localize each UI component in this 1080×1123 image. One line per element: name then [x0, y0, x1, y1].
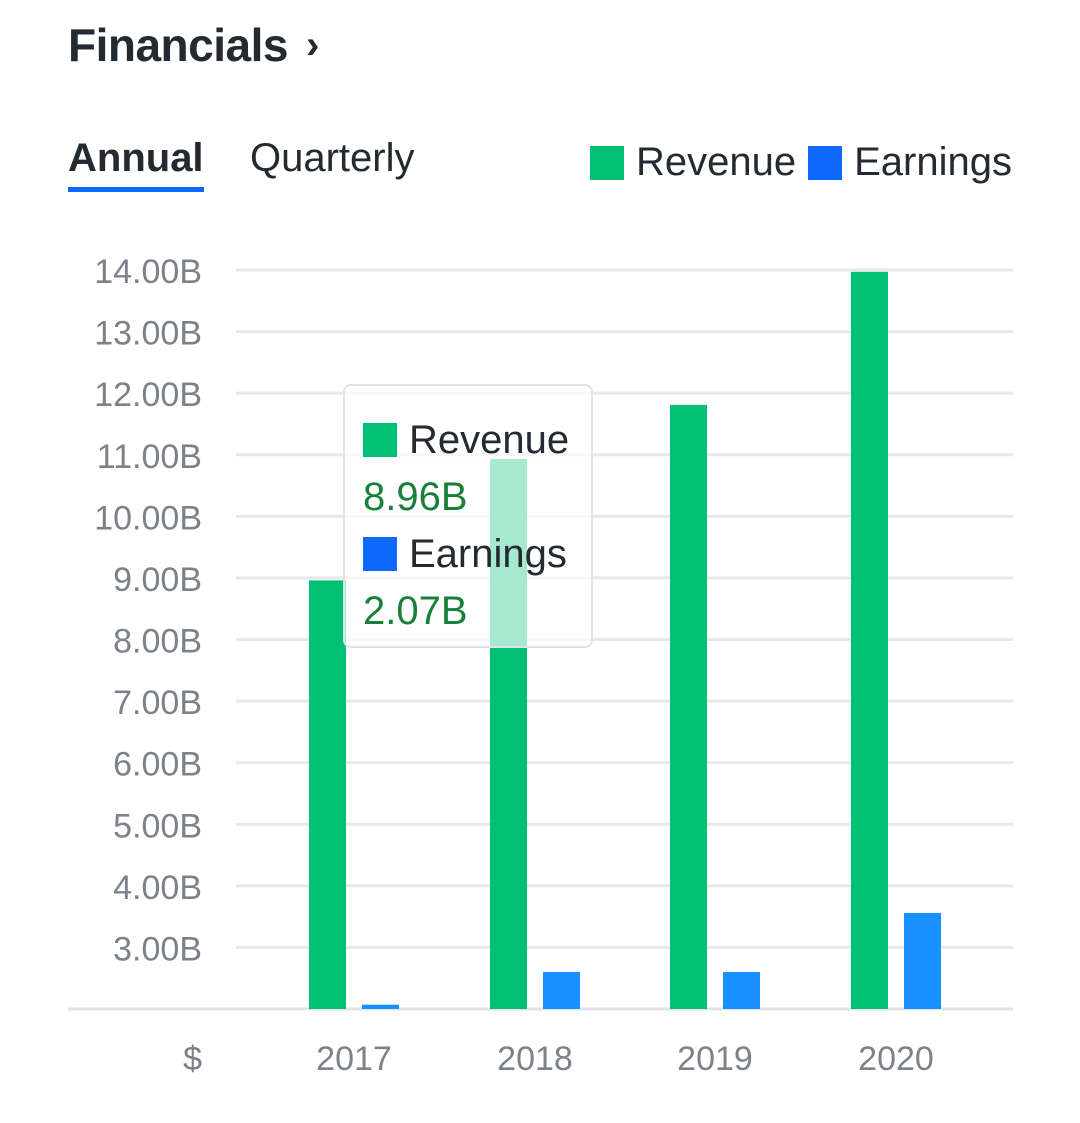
chart-legend: Revenue Earnings: [578, 140, 1012, 185]
bar-revenue-2019[interactable]: [670, 404, 707, 1009]
legend-earnings[interactable]: Earnings: [808, 140, 1012, 185]
currency-label: $: [183, 1040, 202, 1078]
y-tick-label: 8.00B: [113, 623, 202, 661]
bar-revenue-2017[interactable]: [309, 580, 346, 1009]
y-tick-label: 13.00B: [94, 315, 202, 353]
legend-label: Revenue: [636, 140, 797, 184]
bar-revenue-2020[interactable]: [851, 271, 888, 1009]
y-tick-label: 3.00B: [113, 930, 202, 968]
chevron-right-icon: ›: [305, 22, 319, 67]
tooltip-revenue-value: 8.96B: [363, 475, 468, 519]
y-tick-label: 14.00B: [94, 253, 202, 291]
revenue-swatch: [590, 145, 624, 180]
earnings-swatch: [808, 145, 843, 180]
tab-annual[interactable]: Annual: [68, 136, 204, 192]
legend-revenue[interactable]: Revenue: [590, 140, 796, 185]
x-tick-label: 2020: [858, 1040, 934, 1078]
chart-tooltip: Revenue 8.96B Earnings 2.07B: [343, 384, 593, 648]
bar-earnings-2018[interactable]: [543, 972, 580, 1009]
page-title: Financials: [68, 19, 288, 71]
financials-title[interactable]: Financials ›: [68, 18, 319, 72]
y-tick-label: 9.00B: [113, 561, 202, 599]
earnings-swatch: [363, 537, 397, 571]
x-tick-label: 2019: [677, 1040, 753, 1078]
y-tick-label: 4.00B: [113, 869, 202, 907]
y-tick-label: 6.00B: [113, 746, 202, 784]
tooltip-revenue-label: Revenue: [409, 417, 570, 462]
bar-earnings-2020[interactable]: [904, 912, 941, 1009]
tooltip-earnings-label: Earnings: [409, 531, 567, 576]
legend-label: Earnings: [854, 140, 1012, 184]
y-tick-label: 12.00B: [94, 376, 202, 414]
revenue-swatch: [363, 423, 397, 457]
x-tick-label: 2018: [497, 1040, 573, 1078]
tooltip-earnings-value: 2.07B: [363, 589, 468, 633]
bar-earnings-2017[interactable]: [362, 1004, 399, 1009]
y-tick-label: 5.00B: [113, 807, 202, 845]
x-tick-label: 2017: [316, 1040, 392, 1078]
y-tick-label: 10.00B: [94, 499, 202, 537]
tab-quarterly[interactable]: Quarterly: [250, 136, 415, 180]
y-tick-label: 7.00B: [113, 684, 202, 722]
bar-earnings-2019[interactable]: [723, 972, 760, 1009]
y-tick-label: 11.00B: [97, 438, 202, 476]
